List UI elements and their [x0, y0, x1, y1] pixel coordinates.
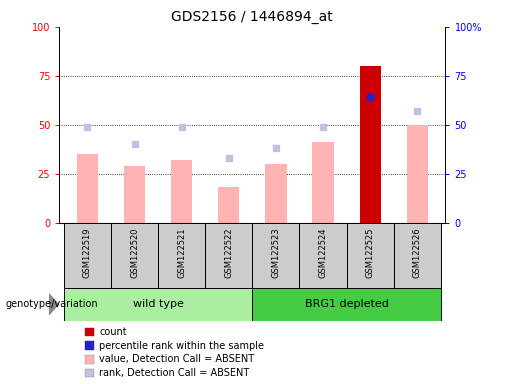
Text: percentile rank within the sample: percentile rank within the sample — [99, 341, 264, 351]
Text: GSM122525: GSM122525 — [366, 227, 374, 278]
Bar — [64, 223, 111, 288]
Bar — [171, 160, 192, 223]
Text: GSM122526: GSM122526 — [413, 227, 422, 278]
Text: value, Detection Call = ABSENT: value, Detection Call = ABSENT — [99, 354, 254, 364]
Bar — [407, 125, 428, 223]
Bar — [299, 223, 347, 288]
Bar — [158, 223, 205, 288]
Title: GDS2156 / 1446894_at: GDS2156 / 1446894_at — [171, 10, 333, 25]
Text: wild type: wild type — [133, 299, 183, 310]
Bar — [218, 187, 239, 223]
Bar — [252, 288, 441, 321]
Text: GSM122522: GSM122522 — [225, 227, 233, 278]
Text: rank, Detection Call = ABSENT: rank, Detection Call = ABSENT — [99, 368, 250, 378]
Bar — [313, 142, 334, 223]
Bar — [265, 164, 286, 223]
Text: GSM122521: GSM122521 — [177, 227, 186, 278]
Text: GSM122519: GSM122519 — [83, 227, 92, 278]
Text: BRG1 depleted: BRG1 depleted — [304, 299, 388, 310]
Text: GSM122520: GSM122520 — [130, 227, 139, 278]
Text: count: count — [99, 327, 127, 337]
Bar — [359, 66, 381, 223]
Bar — [64, 288, 252, 321]
Bar — [252, 223, 299, 288]
Bar — [77, 154, 98, 223]
Bar — [111, 223, 158, 288]
Text: GSM122523: GSM122523 — [271, 227, 280, 278]
Text: genotype/variation: genotype/variation — [5, 299, 98, 310]
Text: GSM122524: GSM122524 — [318, 227, 328, 278]
Polygon shape — [49, 293, 59, 316]
Bar — [205, 223, 252, 288]
Bar — [124, 166, 145, 223]
Bar — [347, 223, 393, 288]
Bar — [393, 223, 441, 288]
